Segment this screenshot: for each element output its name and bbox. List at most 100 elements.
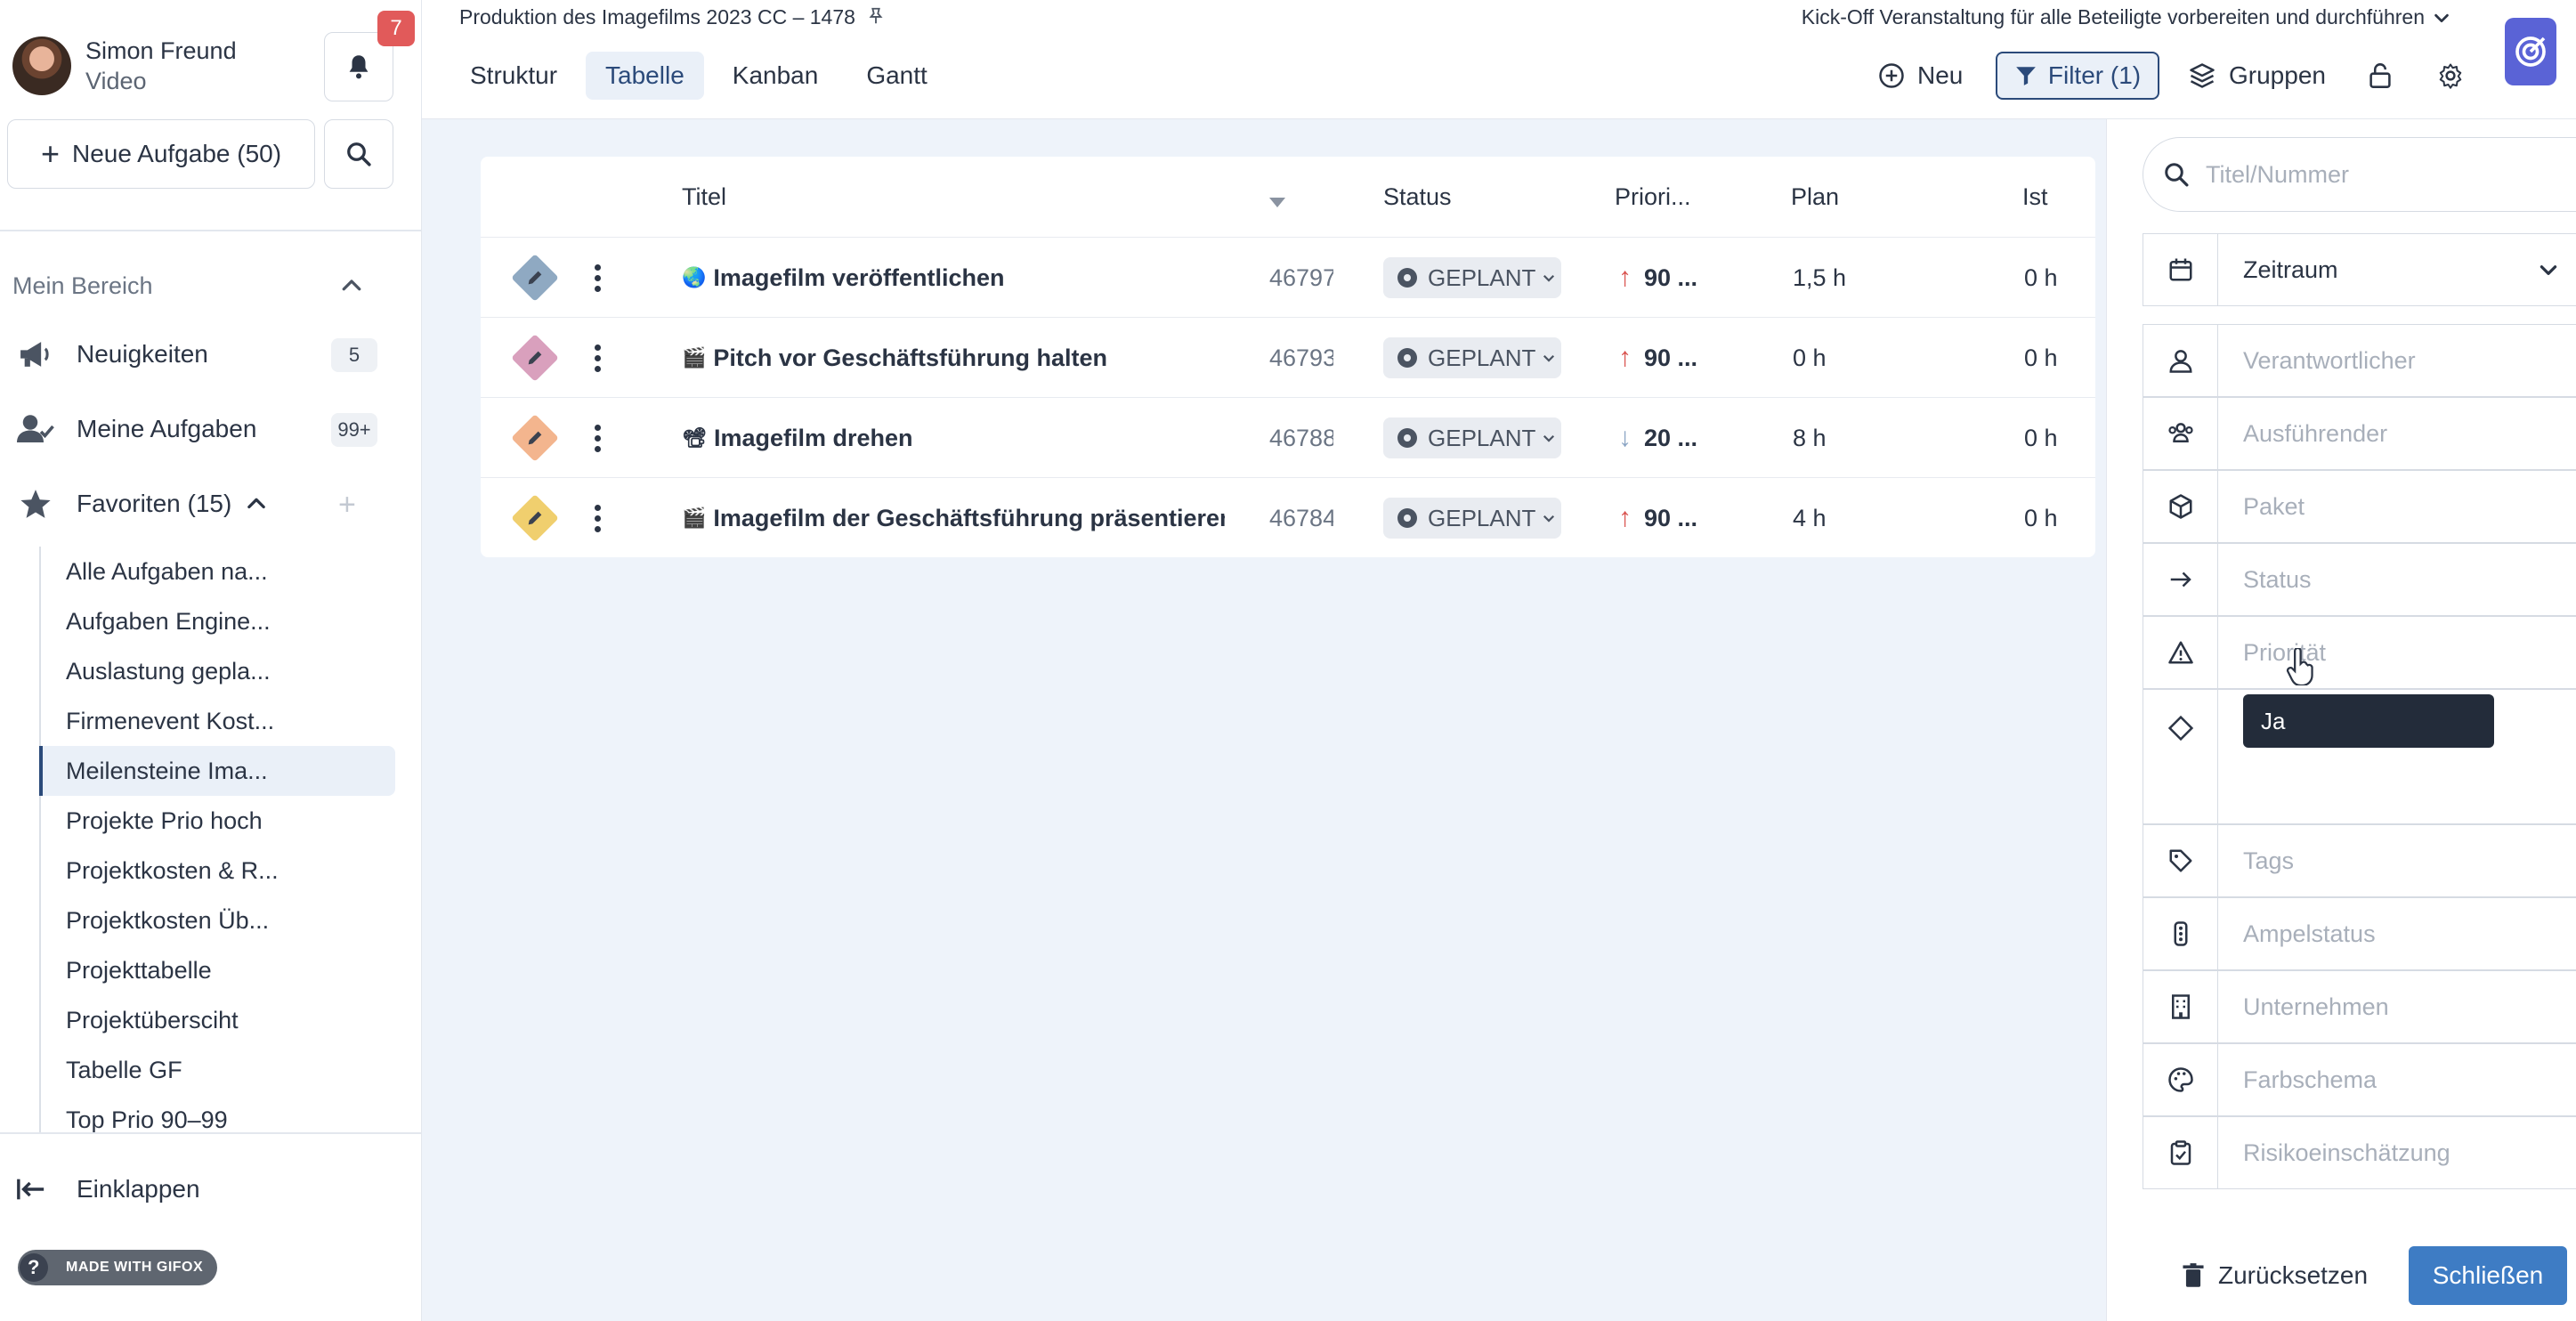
- table-row[interactable]: 🎬 Imagefilm der Geschäftsführung präsenti…: [481, 477, 2095, 557]
- sidebar-item-news[interactable]: Neuigkeiten: [16, 335, 208, 374]
- filter-field-label: Risikoeinschätzung: [2243, 1139, 2450, 1166]
- priority-cell[interactable]: ↑ 90 ...: [1618, 238, 1697, 318]
- filter-field-arrow-right[interactable]: Status: [2143, 543, 2576, 616]
- tab-gantt[interactable]: Gantt: [866, 61, 928, 89]
- actual-hours[interactable]: 0 h: [2024, 504, 2058, 531]
- filter-field-building[interactable]: Unternehmen: [2143, 970, 2576, 1043]
- plus-circle-icon: [1878, 62, 1905, 89]
- table-row[interactable]: 📽 Imagefilm drehen 46788 GEPLANT ↓ 20 ... 8 h 0…: [481, 397, 2095, 477]
- close-button[interactable]: Schließen: [2409, 1246, 2567, 1305]
- row-menu-icon[interactable]: [593, 238, 602, 318]
- task-title[interactable]: 🎬 Pitch vor Geschäftsführung halten: [682, 318, 1225, 398]
- filter-field-person[interactable]: Verantwortlicher: [2143, 324, 2576, 397]
- filter-field-warning[interactable]: Priorität: [2143, 616, 2576, 689]
- favorite-item[interactable]: Top Prio 90–99: [66, 1106, 228, 1133]
- gear-icon[interactable]: [2437, 52, 2464, 100]
- task-title[interactable]: 🎬 Imagefilm der Geschäftsführung präsenti…: [682, 478, 1225, 558]
- groups-button[interactable]: Gruppen: [2188, 52, 2326, 100]
- favorite-item[interactable]: Projektkosten & R...: [66, 856, 279, 884]
- chevron-up-icon[interactable]: [244, 491, 269, 516]
- row-menu-icon[interactable]: [593, 318, 602, 398]
- plan-hours[interactable]: 4 h: [1793, 504, 1827, 531]
- status-select[interactable]: GEPLANT: [1383, 238, 1561, 318]
- new-task-button[interactable]: + Neue Aufgabe (50): [7, 119, 315, 189]
- filter-field-palette[interactable]: Farbschema: [2143, 1043, 2576, 1116]
- arrow-down-icon: ↓: [1618, 423, 1632, 452]
- task-title[interactable]: 📽 Imagefilm drehen: [682, 398, 1225, 478]
- project-title[interactable]: Produktion des Imagefilms 2023 CC – 1478: [459, 5, 886, 29]
- status-select[interactable]: GEPLANT: [1383, 318, 1561, 398]
- task-title[interactable]: 🌏 Imagefilm veröffentlichen: [682, 238, 1225, 318]
- filter-field-people[interactable]: Ausführender: [2143, 397, 2576, 470]
- plan-hours[interactable]: 8 h: [1793, 424, 1827, 451]
- priority-cell[interactable]: ↑ 90 ...: [1618, 478, 1697, 558]
- column-header-status[interactable]: Status: [1383, 183, 1452, 210]
- filter-search-input[interactable]: Titel/Nummer: [2143, 137, 2576, 212]
- plan-hours[interactable]: 0 h: [1793, 344, 1827, 371]
- new-button[interactable]: Neu: [1878, 52, 1963, 100]
- priority-cell[interactable]: ↑ 90 ...: [1618, 318, 1697, 398]
- favorite-item[interactable]: Firmenevent Kost...: [66, 707, 275, 734]
- row-menu-icon[interactable]: [593, 398, 602, 478]
- favorite-item[interactable]: Meilensteine Ima...: [39, 746, 395, 796]
- status-text: GEPLANT: [1428, 504, 1536, 531]
- favorite-item[interactable]: Aufgaben Engine...: [66, 607, 271, 635]
- lock-icon[interactable]: [2368, 52, 2393, 100]
- filter-field-label: Farbschema: [2243, 1066, 2378, 1093]
- avatar: [12, 36, 71, 95]
- search-button[interactable]: [324, 119, 393, 189]
- table-row[interactable]: 🎬 Pitch vor Geschäftsführung halten 46793 G…: [481, 317, 2095, 397]
- sidebar-item-my-tasks[interactable]: Meine Aufgaben: [16, 409, 256, 449]
- plan-hours[interactable]: 1,5 h: [1793, 263, 1847, 291]
- chevron-up-icon[interactable]: [338, 272, 365, 304]
- table-row[interactable]: 🌏 Imagefilm veröffentlichen 46797 GEPLANT ↑ 9…: [481, 237, 2095, 317]
- actual-hours[interactable]: 0 h: [2024, 263, 2058, 291]
- tab-tabelle[interactable]: Tabelle: [586, 52, 704, 100]
- filter-timerange-select[interactable]: Zeitraum: [2143, 233, 2576, 306]
- actual-hours[interactable]: 0 h: [2024, 344, 2058, 371]
- favorite-item[interactable]: Auslastung gepla...: [66, 657, 271, 685]
- help-icon[interactable]: ?: [20, 1253, 48, 1282]
- search-placeholder: Titel/Nummer: [2206, 160, 2350, 188]
- actual-hours[interactable]: 0 h: [2024, 424, 2058, 451]
- add-favorite-icon[interactable]: +: [338, 488, 356, 522]
- favorite-item[interactable]: Alle Aufgaben na...: [66, 557, 268, 585]
- calendar-icon: [2143, 234, 2218, 305]
- milestone-type-icon[interactable]: [511, 238, 559, 318]
- sidebar-item-favorites[interactable]: Favoriten (15): [16, 484, 269, 523]
- filter-field-clipboard[interactable]: Risikoeinschätzung: [2143, 1116, 2576, 1189]
- column-header-actual[interactable]: Ist: [2022, 183, 2048, 210]
- status-text: GEPLANT: [1428, 344, 1536, 371]
- filter-milestone-field[interactable]: [2143, 689, 2576, 824]
- column-header-priority[interactable]: Priori...: [1615, 183, 1691, 210]
- column-header-title[interactable]: Titel: [682, 183, 727, 210]
- favorite-item[interactable]: Projektkosten Üb...: [66, 906, 270, 934]
- milestone-type-icon[interactable]: [511, 318, 559, 398]
- tab-struktur[interactable]: Struktur: [470, 61, 558, 89]
- filter-field-traffic-light[interactable]: Ampelstatus: [2143, 897, 2576, 970]
- milestone-selector[interactable]: Kick-Off Veranstaltung für alle Beteilig…: [1802, 5, 2451, 29]
- tab-kanban[interactable]: Kanban: [732, 61, 819, 89]
- row-menu-icon[interactable]: [593, 478, 602, 558]
- pin-icon[interactable]: [866, 6, 886, 26]
- column-header-plan[interactable]: Plan: [1791, 183, 1840, 210]
- filter-field-tag[interactable]: Tags: [2143, 824, 2576, 897]
- milestone-type-icon[interactable]: [511, 398, 559, 478]
- favorite-item[interactable]: Tabelle GF: [66, 1056, 182, 1083]
- reset-button[interactable]: Zurücksetzen: [2181, 1248, 2368, 1303]
- sort-desc-icon[interactable]: [1268, 189, 1287, 216]
- filter-field-package[interactable]: Paket: [2143, 470, 2576, 543]
- arrow-up-icon: ↑: [1618, 503, 1632, 532]
- favorite-item[interactable]: Projekte Prio hoch: [66, 806, 263, 834]
- milestone-chip[interactable]: Ja: [2243, 694, 2494, 748]
- filter-button[interactable]: Filter (1): [1996, 52, 2159, 100]
- status-select[interactable]: GEPLANT: [1383, 478, 1561, 558]
- favorite-item[interactable]: Projektübersciht: [66, 1006, 239, 1033]
- status-select[interactable]: GEPLANT: [1383, 398, 1561, 478]
- milestone-type-icon[interactable]: [511, 478, 559, 558]
- user-profile[interactable]: Simon Freund Video: [12, 36, 237, 96]
- app-launcher-button[interactable]: [2505, 18, 2556, 85]
- priority-cell[interactable]: ↓ 20 ...: [1618, 398, 1697, 478]
- collapse-sidebar-button[interactable]: Einklappen: [16, 1175, 200, 1203]
- favorite-item[interactable]: Projekttabelle: [66, 956, 212, 984]
